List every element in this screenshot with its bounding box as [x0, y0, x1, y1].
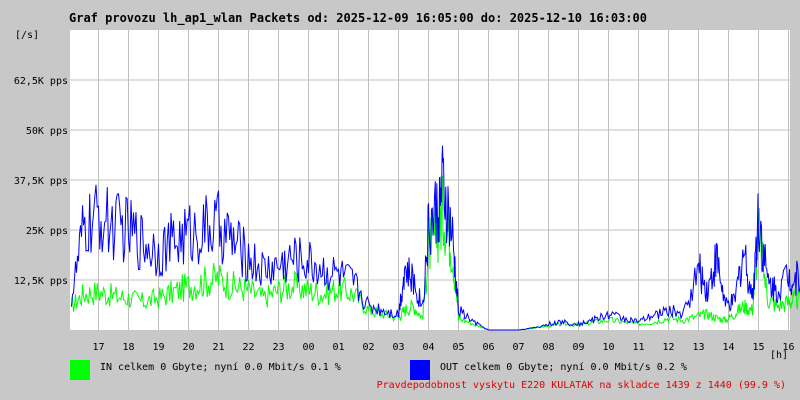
- x-tick-label: 03: [392, 342, 404, 353]
- y-tick-label: 12,5K pps: [14, 276, 68, 287]
- x-tick-label: 04: [422, 342, 434, 353]
- y-tick-labels: 12,5K pps 25K pps 37,5K pps 50K pps 62,5K pp…: [14, 76, 68, 287]
- x-tick-label: 14: [722, 342, 734, 353]
- x-tick-label: 08: [542, 342, 554, 353]
- x-tick-label: 05: [452, 342, 464, 353]
- legend-in-swatch: [70, 360, 90, 380]
- footer-note: Pravdepodobnost vyskytu E220 KULATAK na …: [376, 380, 786, 391]
- x-tick-label: 12: [662, 342, 674, 353]
- x-tick-label: 18: [122, 342, 134, 353]
- y-tick-label: 50K pps: [26, 126, 68, 137]
- legend-out-swatch: [410, 360, 430, 380]
- x-tick-label: 06: [482, 342, 494, 353]
- x-tick-label: 19: [152, 342, 164, 353]
- x-tick-label: 15: [752, 342, 764, 353]
- x-tick-label: 21: [212, 342, 224, 353]
- x-tick-label: 07: [512, 342, 524, 353]
- x-tick-label: 10: [602, 342, 614, 353]
- y-tick-label: 25K pps: [26, 226, 68, 237]
- x-tick-label: 09: [572, 342, 584, 353]
- x-tick-label: 16: [782, 342, 794, 353]
- x-tick-label: 17: [92, 342, 104, 353]
- y-tick-label: 37,5K pps: [14, 176, 68, 187]
- x-tick-label: 22: [242, 342, 254, 353]
- y-axis-unit-label: [/s]: [15, 30, 40, 41]
- x-tick-label: 13: [692, 342, 704, 353]
- x-tick-labels: 17 18 19 20 21 22 23 00 01 02 03 04 05 06 07 08 09 10 11 12…: [92, 342, 794, 353]
- x-tick-label: 01: [332, 342, 344, 353]
- x-tick-label: 11: [632, 342, 644, 353]
- legend-out-label: OUT celkem 0 Gbyte; nyní 0.0 Mbit/s 0.2 …: [440, 362, 687, 373]
- chart-title: Graf provozu lh_ap1_wlan Packets od: 202…: [69, 11, 647, 25]
- x-tick-label: 00: [302, 342, 314, 353]
- x-tick-label: 23: [272, 342, 284, 353]
- x-tick-label: 02: [362, 342, 374, 353]
- x-axis-unit-label: [h]: [770, 350, 789, 361]
- legend-in-label: IN celkem 0 Gbyte; nyní 0.0 Mbit/s 0.1 %: [100, 362, 341, 373]
- series-layer: [71, 145, 800, 331]
- x-tick-label: 20: [182, 342, 194, 353]
- series-in-line: [71, 175, 800, 331]
- series-out-line: [71, 145, 800, 331]
- y-tick-label: 62,5K pps: [14, 76, 68, 87]
